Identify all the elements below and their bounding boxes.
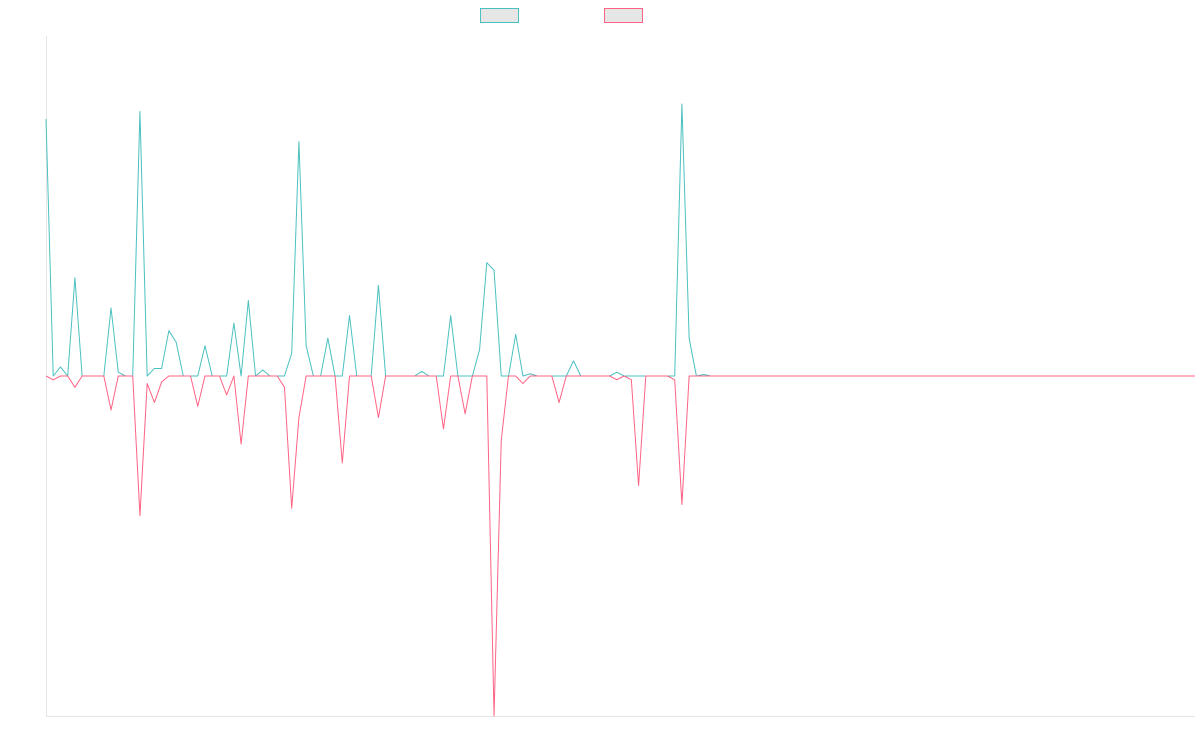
series-line-2[interactable] xyxy=(45,375,1195,717)
legend-swatch-series-2 xyxy=(604,8,643,23)
series-layer xyxy=(45,103,1195,717)
legend-item-series-2[interactable] xyxy=(604,8,649,23)
legend-swatch-series-1 xyxy=(480,8,519,23)
series-line-1[interactable] xyxy=(45,103,1195,377)
legend-item-series-1[interactable] xyxy=(480,8,525,23)
legend xyxy=(0,8,1200,28)
